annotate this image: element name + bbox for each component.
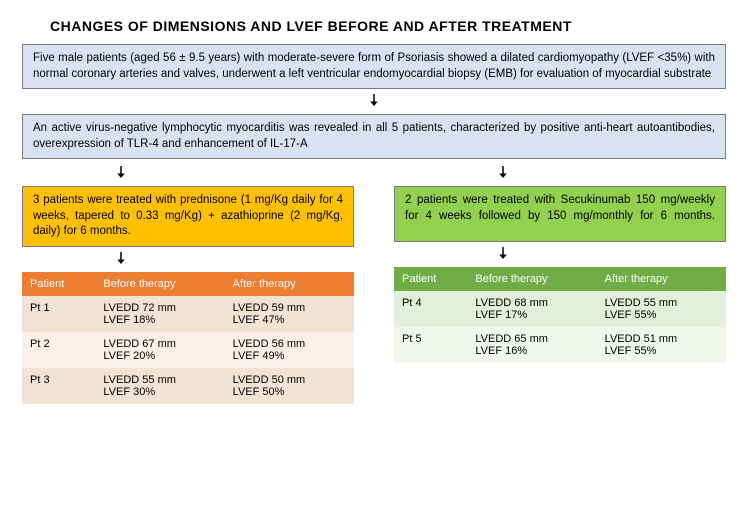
cell-after: LVEDD 59 mmLVEF 47% <box>225 296 354 332</box>
cell-before: LVEDD 55 mmLVEF 30% <box>95 368 224 404</box>
table-row: Pt 1 LVEDD 72 mmLVEF 18% LVEDD 59 mmLVEF… <box>22 296 354 332</box>
page-title: CHANGES OF DIMENSIONS AND LVEF BEFORE AN… <box>50 18 726 34</box>
cell-after: LVEDD 51 mmLVEF 55% <box>597 327 726 363</box>
right-column: 2 patients were treated with Secukinumab… <box>394 161 726 363</box>
left-results-table: Patient Before therapy After therapy Pt … <box>22 272 354 404</box>
left-column: 3 patients were treated with prednisone … <box>22 161 354 404</box>
arrow-down-icon <box>394 163 726 184</box>
col-before: Before therapy <box>467 267 596 291</box>
table-header-row: Patient Before therapy After therapy <box>22 272 354 296</box>
cell-after: LVEDD 50 mmLVEF 50% <box>225 368 354 404</box>
table-row: Pt 3 LVEDD 55 mmLVEF 30% LVEDD 50 mmLVEF… <box>22 368 354 404</box>
col-after: After therapy <box>225 272 354 296</box>
cell-before: LVEDD 72 mmLVEF 18% <box>95 296 224 332</box>
cell-after: LVEDD 56 mmLVEF 49% <box>225 332 354 368</box>
arrow-down-icon <box>22 91 726 112</box>
right-results-table: Patient Before therapy After therapy Pt … <box>394 267 726 363</box>
arrow-down-icon <box>22 249 354 270</box>
cell-before: LVEDD 67 mmLVEF 20% <box>95 332 224 368</box>
left-treatment-box: 3 patients were treated with prednisone … <box>22 186 354 247</box>
cell-before: LVEDD 65 mmLVEF 16% <box>467 327 596 363</box>
arrow-down-icon <box>22 163 354 184</box>
right-treatment-box: 2 patients were treated with Secukinumab… <box>394 186 726 242</box>
col-patient: Patient <box>394 267 467 291</box>
table-header-row: Patient Before therapy After therapy <box>394 267 726 291</box>
cell-patient: Pt 2 <box>22 332 95 368</box>
finding-box: An active virus-negative lymphocytic myo… <box>22 114 726 159</box>
col-before: Before therapy <box>95 272 224 296</box>
cell-patient: Pt 5 <box>394 327 467 363</box>
intro-box: Five male patients (aged 56 ± 9.5 years)… <box>22 44 726 89</box>
col-after: After therapy <box>597 267 726 291</box>
cell-after: LVEDD 55 mmLVEF 55% <box>597 291 726 327</box>
table-row: Pt 5 LVEDD 65 mmLVEF 16% LVEDD 51 mmLVEF… <box>394 327 726 363</box>
arrow-down-icon <box>394 244 726 265</box>
cell-before: LVEDD 68 mmLVEF 17% <box>467 291 596 327</box>
table-row: Pt 2 LVEDD 67 mmLVEF 20% LVEDD 56 mmLVEF… <box>22 332 354 368</box>
cell-patient: Pt 1 <box>22 296 95 332</box>
cell-patient: Pt 4 <box>394 291 467 327</box>
col-patient: Patient <box>22 272 95 296</box>
cell-patient: Pt 3 <box>22 368 95 404</box>
table-row: Pt 4 LVEDD 68 mmLVEF 17% LVEDD 55 mmLVEF… <box>394 291 726 327</box>
